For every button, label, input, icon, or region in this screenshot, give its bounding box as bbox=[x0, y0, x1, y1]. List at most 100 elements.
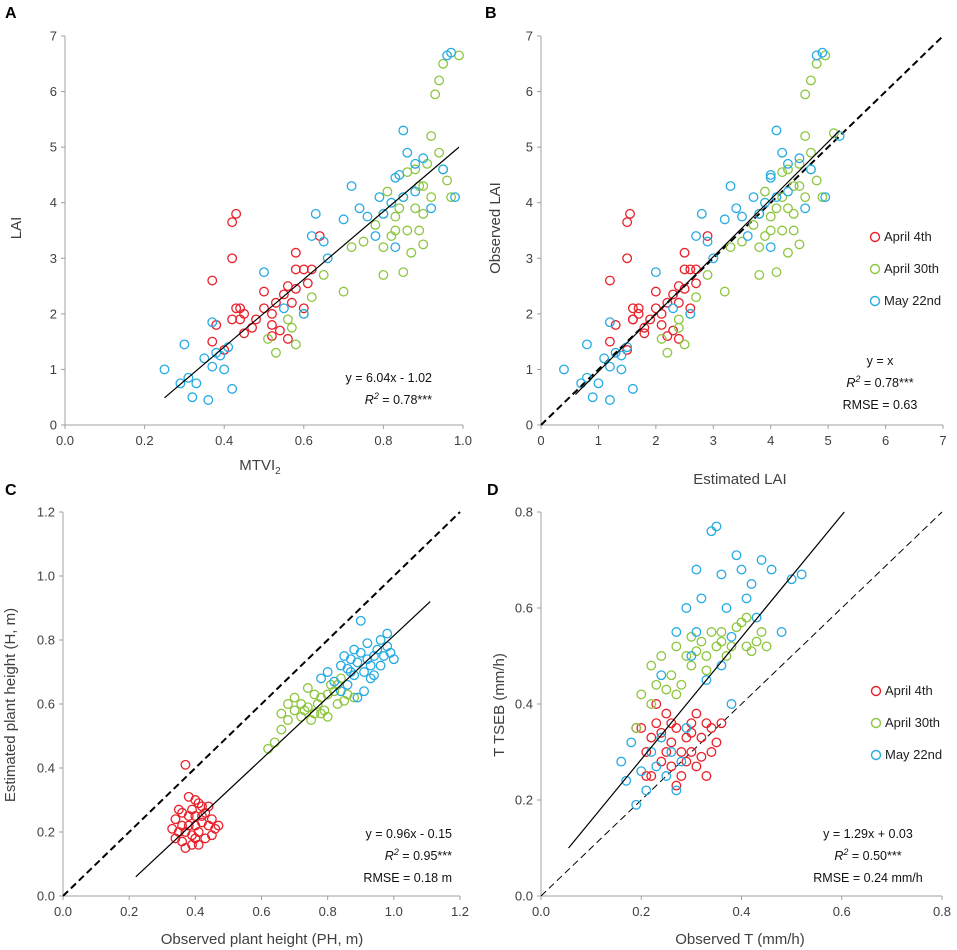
point-may22 bbox=[581, 339, 592, 350]
legend-label-april4: April 4th bbox=[885, 683, 933, 698]
point-april30 bbox=[828, 128, 839, 139]
x-tick-label: 2 bbox=[652, 433, 659, 448]
point-may22 bbox=[719, 214, 730, 225]
point-april30 bbox=[418, 239, 429, 250]
point-may22 bbox=[626, 737, 637, 748]
point-may22 bbox=[708, 253, 719, 264]
point-may22 bbox=[627, 383, 638, 394]
x-tick-label: 0.2 bbox=[632, 904, 650, 919]
x-tick-label: 1.0 bbox=[454, 433, 472, 448]
point-april4 bbox=[671, 780, 682, 791]
point-april4 bbox=[651, 699, 662, 709]
y-tick-label: 1.0 bbox=[37, 569, 55, 584]
point-april4 bbox=[686, 718, 697, 729]
point-april4 bbox=[668, 289, 679, 300]
point-may22 bbox=[207, 361, 218, 372]
point-april4 bbox=[673, 333, 684, 344]
point-april30 bbox=[276, 724, 287, 735]
point-may22 bbox=[322, 667, 333, 677]
point-may22 bbox=[691, 627, 702, 637]
point-april30 bbox=[656, 651, 667, 661]
y-tick-label: 4 bbox=[50, 195, 57, 210]
point-april30 bbox=[306, 292, 317, 303]
point-april4 bbox=[203, 801, 214, 812]
point-april4 bbox=[298, 303, 309, 314]
point-may22 bbox=[215, 350, 226, 361]
point-april30 bbox=[771, 267, 782, 278]
point-april30 bbox=[686, 660, 697, 671]
point-april4 bbox=[622, 253, 633, 264]
point-april30 bbox=[800, 131, 811, 141]
point-april30 bbox=[706, 627, 717, 637]
regression-line-d bbox=[568, 511, 845, 849]
point-may22 bbox=[375, 635, 386, 645]
point-april30 bbox=[270, 347, 281, 358]
equation-b: y = x bbox=[867, 354, 894, 368]
panel-b: B 0 1 2 3 4 5 6 7 0 1 2 3 4 5 6 7 Estimated LAI Observe… bbox=[485, 5, 947, 488]
point-may22 bbox=[369, 670, 379, 681]
regression-line-a bbox=[164, 146, 460, 399]
point-may22 bbox=[394, 169, 405, 180]
legend-b: April 4th April 30th May 22nd bbox=[869, 229, 941, 308]
x-tick-label: 0.6 bbox=[295, 433, 313, 448]
point-may22 bbox=[616, 364, 627, 375]
point-april30 bbox=[651, 679, 662, 690]
point-may22 bbox=[726, 699, 737, 709]
y-tick-label: 6 bbox=[526, 84, 533, 99]
point-may22 bbox=[706, 526, 717, 537]
point-may22 bbox=[398, 192, 409, 203]
point-april4 bbox=[666, 737, 677, 748]
point-april30 bbox=[725, 242, 736, 253]
point-april30 bbox=[318, 270, 329, 280]
point-april4 bbox=[685, 264, 696, 275]
y-tick-label: 1.2 bbox=[37, 505, 55, 520]
legend-d: April 4th April 30th May 22nd bbox=[870, 683, 942, 762]
point-april30 bbox=[686, 631, 697, 642]
y-tick-label: 5 bbox=[526, 140, 533, 155]
point-april30 bbox=[741, 641, 752, 652]
point-may22 bbox=[820, 192, 831, 203]
point-april4 bbox=[679, 247, 690, 258]
reference-line-d bbox=[540, 511, 943, 897]
point-april30 bbox=[370, 219, 381, 230]
point-april4 bbox=[282, 333, 293, 344]
regression-line-c bbox=[135, 601, 431, 878]
point-may22 bbox=[604, 317, 615, 328]
x-axis-label-c: Observed plant height (PH, m) bbox=[161, 931, 364, 948]
y-tick-label: 3 bbox=[50, 251, 57, 266]
point-april30 bbox=[434, 147, 445, 158]
point-may22 bbox=[382, 628, 393, 639]
legend-marker-april30 bbox=[870, 717, 882, 729]
y-axis-label-b: Observed LAI bbox=[487, 182, 504, 274]
point-april4 bbox=[691, 264, 702, 275]
point-april4 bbox=[187, 804, 197, 815]
point-april4 bbox=[231, 303, 242, 314]
point-april4 bbox=[679, 264, 690, 275]
point-april4 bbox=[604, 275, 615, 286]
point-april4 bbox=[193, 798, 204, 809]
point-may22 bbox=[671, 627, 682, 637]
point-may22 bbox=[731, 203, 742, 214]
point-april30 bbox=[454, 50, 464, 61]
point-april4 bbox=[679, 283, 690, 294]
point-april4 bbox=[666, 718, 677, 729]
y-tick-label: 0.0 bbox=[515, 889, 533, 904]
reference-line-c bbox=[62, 511, 461, 897]
point-may22 bbox=[316, 673, 327, 684]
point-april30 bbox=[286, 322, 297, 333]
point-april30 bbox=[751, 636, 762, 647]
point-may22 bbox=[711, 521, 722, 532]
point-may22 bbox=[599, 353, 610, 364]
rmse-d: RMSE = 0.24 mm/h bbox=[813, 871, 922, 885]
point-april4 bbox=[227, 314, 238, 325]
point-april4 bbox=[270, 297, 281, 308]
point-may22 bbox=[616, 350, 627, 361]
point-may22 bbox=[756, 555, 767, 565]
point-april30 bbox=[782, 203, 793, 214]
point-may22 bbox=[661, 771, 672, 781]
point-april4 bbox=[239, 308, 250, 319]
point-april4 bbox=[673, 297, 684, 308]
point-april30 bbox=[263, 333, 273, 344]
y-tick-label: 7 bbox=[526, 29, 533, 44]
r2-c: R2 = 0.95*** bbox=[385, 847, 452, 863]
